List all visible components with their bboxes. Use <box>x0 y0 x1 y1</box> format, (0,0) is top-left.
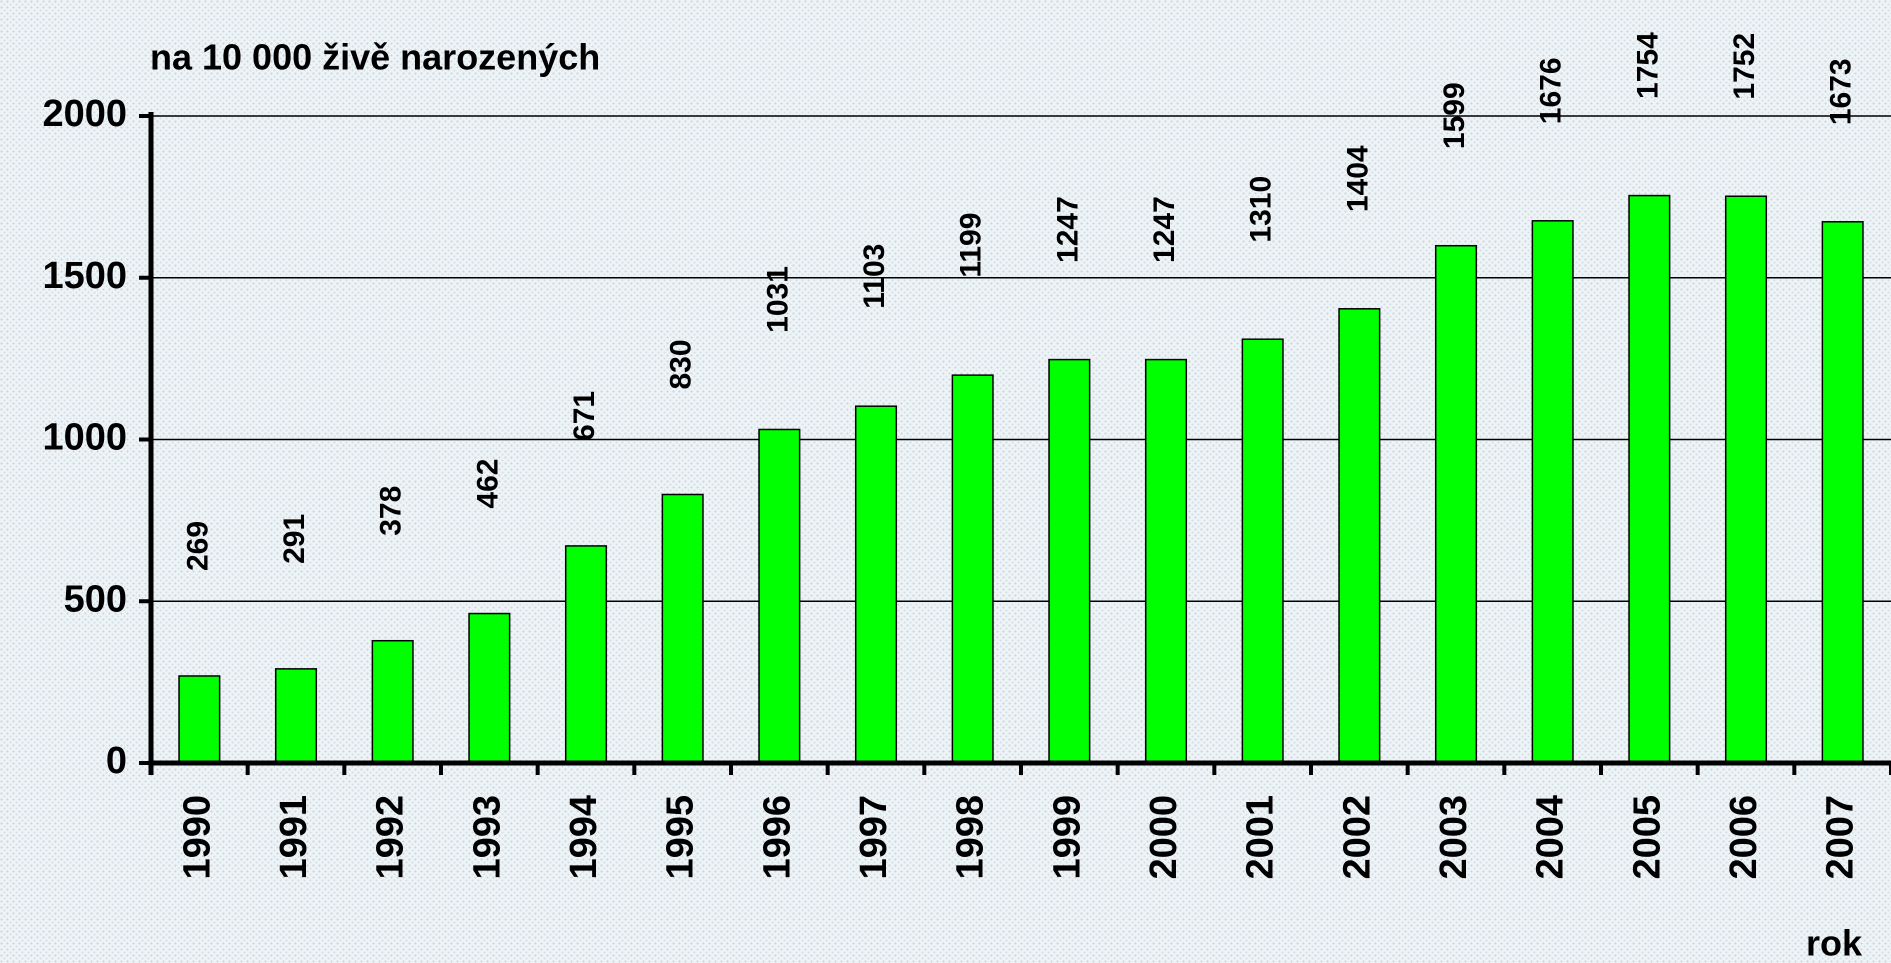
bar <box>951 374 994 764</box>
x-tick-label: 1996 <box>756 795 798 880</box>
x-tick-label: 1990 <box>176 795 218 880</box>
x-tick-label: 2002 <box>1336 795 1378 880</box>
value-label: 1103 <box>858 244 891 309</box>
bar <box>1144 358 1188 764</box>
bar <box>1241 338 1284 764</box>
value-label: 269 <box>181 521 214 571</box>
value-label: 1752 <box>1728 33 1761 100</box>
value-label: 1247 <box>1051 196 1084 263</box>
bar <box>1821 221 1864 764</box>
x-tick-label: 2006 <box>1723 795 1765 880</box>
x-tick-label: 1998 <box>950 795 992 880</box>
x-tick-label: 1993 <box>466 795 508 880</box>
y-tick-label: 2000 <box>42 93 127 135</box>
value-label: 462 <box>471 459 504 509</box>
value-label: 1404 <box>1341 145 1374 212</box>
bar <box>1338 308 1381 764</box>
bar <box>1628 194 1671 764</box>
y-tick-label: 0 <box>106 740 127 782</box>
y-tick-label: 1000 <box>42 417 127 459</box>
x-tick-label: 2005 <box>1626 795 1668 880</box>
x-tick-label: 2003 <box>1433 795 1475 880</box>
x-tick-label: 2007 <box>1820 795 1862 880</box>
x-tick-label: 1992 <box>370 795 412 880</box>
value-label: 1754 <box>1631 32 1664 99</box>
value-label: 1599 <box>1438 82 1471 149</box>
x-tick-label: 2004 <box>1530 795 1572 880</box>
bar <box>1048 358 1091 764</box>
bar <box>661 493 704 764</box>
y-tick-label: 500 <box>64 578 127 620</box>
bar <box>564 545 608 764</box>
value-label: 830 <box>665 339 698 389</box>
value-label: 1310 <box>1245 176 1278 243</box>
bar <box>1724 195 1768 764</box>
bar <box>178 675 221 764</box>
value-label: 671 <box>568 391 601 441</box>
value-label: 378 <box>375 486 408 536</box>
value-label: 291 <box>278 514 311 564</box>
bar <box>854 405 898 764</box>
bar <box>274 668 318 764</box>
bar <box>468 612 511 764</box>
x-tick-label: 2000 <box>1143 795 1185 880</box>
bar <box>371 639 414 764</box>
bar <box>1434 244 1478 764</box>
x-tick-label: 1995 <box>660 795 702 880</box>
x-tick-label: 2001 <box>1240 795 1282 880</box>
x-tick-label: 1991 <box>273 795 315 880</box>
x-axis-label: rok <box>1806 923 1863 963</box>
y-tick-label: 1500 <box>42 255 127 297</box>
value-label: 1199 <box>955 213 988 278</box>
value-label: 1673 <box>1825 58 1858 125</box>
x-tick-label: 1994 <box>563 795 605 880</box>
x-tick-label: 1999 <box>1046 795 1088 880</box>
chart-title: na 10 000 živě narozených <box>150 37 600 78</box>
x-tick-label: 1997 <box>853 795 895 880</box>
bar <box>758 428 801 764</box>
value-label: 1031 <box>761 266 794 333</box>
bar <box>1531 220 1574 764</box>
value-label: 1676 <box>1535 57 1568 124</box>
value-label: 1247 <box>1148 196 1181 263</box>
